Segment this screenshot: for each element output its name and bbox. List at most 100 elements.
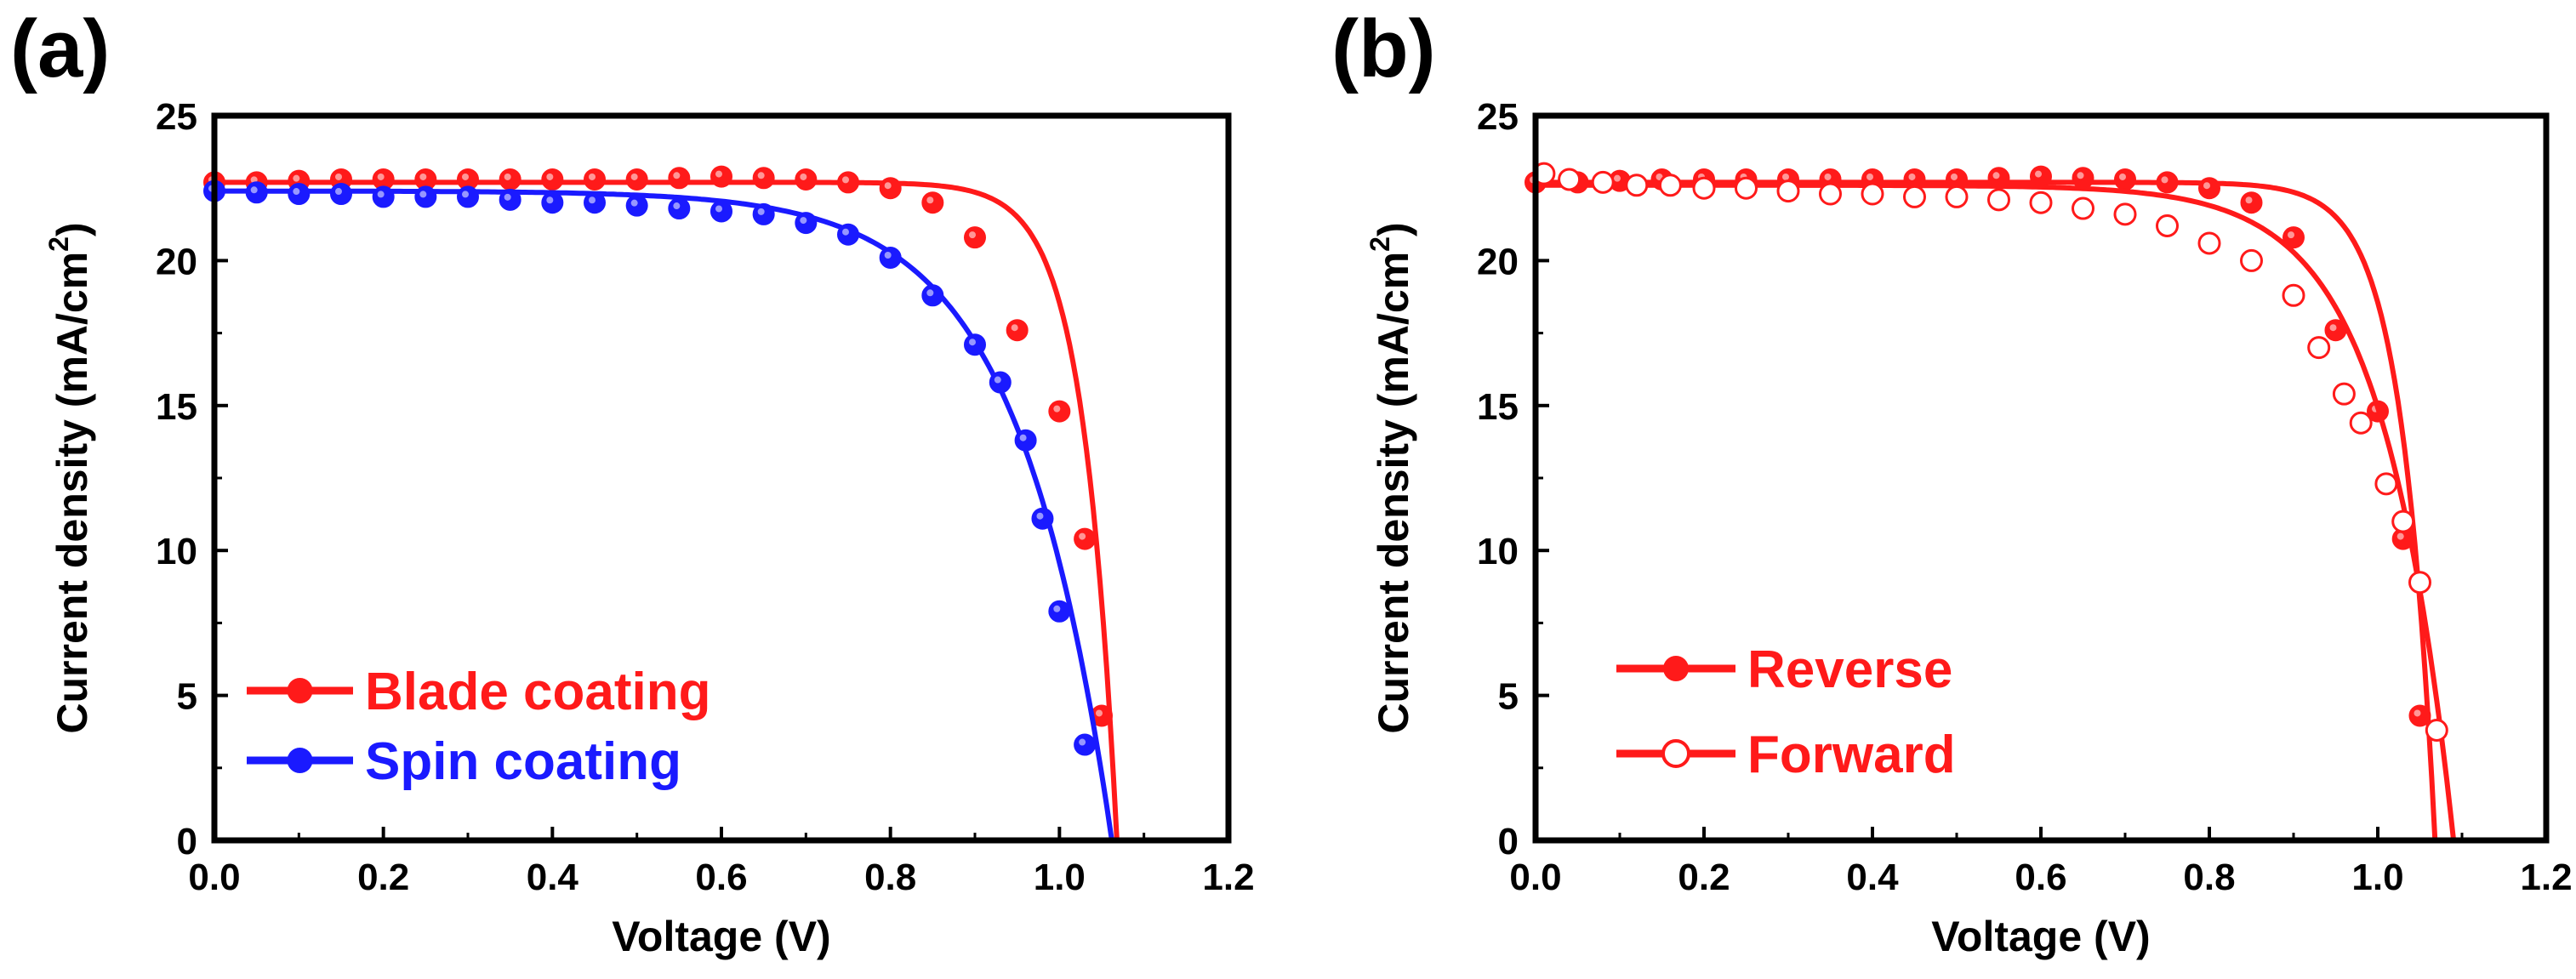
legend-label: Spin coating <box>365 732 681 791</box>
data-point <box>1625 174 1649 197</box>
data-point <box>2408 704 2431 727</box>
y-tick-label: 10 <box>156 531 197 572</box>
chart-panel-a: (a) 0.0 0.2 0.4 0.6 0.8 1.0 1.2 0 5 10 15 20 25 Voltag… <box>10 3 1255 960</box>
series-line <box>1536 179 2438 841</box>
x-tick-label: 1.2 <box>2520 857 2572 898</box>
y-tick-label: 25 <box>156 96 197 138</box>
x-tick-label: 0.6 <box>2015 857 2066 898</box>
data-point <box>2282 283 2305 307</box>
data-point <box>1735 176 1758 200</box>
series-line <box>214 188 1114 841</box>
data-point <box>2282 226 2305 249</box>
data-point <box>2391 509 2415 533</box>
data-point <box>2113 202 2137 226</box>
data-point <box>584 191 606 214</box>
data-point-highlight <box>673 172 681 179</box>
data-point <box>752 167 775 190</box>
legend-marker <box>1663 656 1689 681</box>
data-point <box>2240 191 2263 214</box>
data-point <box>1692 176 1716 200</box>
y-tick-label: 10 <box>1477 531 1519 572</box>
legend-label: Reverse <box>1747 640 1952 699</box>
data-point-highlight <box>1079 532 1086 540</box>
data-point <box>1861 182 1884 206</box>
data-point-highlight <box>293 188 300 196</box>
y-tick-label: 5 <box>1498 676 1519 718</box>
y-axis-title-main: Current density (mA/cm <box>48 252 96 734</box>
data-point-highlight <box>546 173 554 180</box>
legend: Blade coating Spin coating <box>247 663 711 791</box>
y-axis-title: Current density (mA/cm2) <box>1365 222 1417 733</box>
legend-label: Forward <box>1747 726 1956 784</box>
data-point-highlight <box>504 193 511 201</box>
x-tick-label: 1.0 <box>1034 857 1086 898</box>
y-tick-label: 15 <box>156 386 197 428</box>
legend-marker <box>287 748 313 773</box>
data-point-highlight <box>2245 196 2253 204</box>
data-point <box>1591 170 1615 194</box>
data-point <box>457 185 479 208</box>
data-point <box>1819 182 1842 206</box>
data-point <box>2374 472 2398 496</box>
data-point <box>541 191 564 214</box>
data-point-highlight <box>1866 173 1873 180</box>
data-point <box>2156 214 2179 238</box>
data-point-highlight <box>1053 605 1061 612</box>
x-tick-label: 0.8 <box>2183 857 2235 898</box>
x-tick-label: 0.4 <box>527 857 579 898</box>
x-tick-label: 1.2 <box>1202 857 1254 898</box>
data-point <box>2408 571 2431 595</box>
data-point-highlight <box>2396 532 2404 540</box>
y-axis-title: Current density (mA/cm2) <box>43 222 96 733</box>
data-point-highlight <box>842 176 849 184</box>
data-point-highlight <box>2161 176 2169 184</box>
data-point <box>668 197 691 220</box>
data-point <box>2349 411 2373 435</box>
x-tick-label: 0.0 <box>1509 857 1561 898</box>
data-point-highlight <box>589 173 596 180</box>
y-tick-label: 15 <box>1477 386 1519 428</box>
data-point-highlight <box>800 217 807 225</box>
data-point-highlight <box>1096 709 1103 717</box>
data-point <box>921 284 944 307</box>
data-point <box>330 183 352 206</box>
x-axis-title: Voltage (V) <box>612 913 830 960</box>
data-point <box>710 165 732 188</box>
chart-panel-b: (b) 0.0 0.2 0.4 0.6 0.8 1.0 1.2 0 5 10 15 20 25 Voltag… <box>1331 3 2573 960</box>
data-point <box>2029 191 2053 214</box>
data-point-highlight <box>293 174 300 182</box>
data-point-highlight <box>504 173 511 180</box>
y-tick-label: 20 <box>156 241 197 282</box>
data-point-highlight <box>884 251 892 259</box>
data-point-highlight <box>419 173 427 180</box>
data-point-highlight <box>1951 173 1958 180</box>
data-point <box>625 194 648 217</box>
data-point <box>879 246 902 269</box>
y-axis-title-main: Current density (mA/cm <box>1370 252 1417 734</box>
data-point <box>2072 167 2094 190</box>
x-tick-label: 1.0 <box>2351 857 2403 898</box>
y-tick-label: 0 <box>1498 821 1519 862</box>
data-point-highlight <box>630 199 638 207</box>
data-point <box>1945 185 1969 208</box>
data-point-highlight <box>800 173 807 180</box>
series-blade-coating <box>203 165 1120 841</box>
data-point <box>837 171 859 194</box>
data-point-highlight <box>2288 231 2294 239</box>
y-axis-title-close: ) <box>48 222 96 236</box>
data-point <box>710 200 732 223</box>
data-point-highlight <box>1011 324 1018 332</box>
x-tick-label: 0.6 <box>695 857 747 898</box>
data-point-highlight <box>377 173 385 180</box>
data-point <box>668 167 691 190</box>
data-point-highlight <box>1992 172 2000 179</box>
data-point <box>2197 231 2221 255</box>
data-point-highlight <box>969 231 976 239</box>
data-point <box>921 191 944 214</box>
data-point <box>964 333 986 356</box>
y-axis-title-close: ) <box>1370 222 1417 236</box>
data-point <box>989 371 1012 394</box>
data-point <box>795 212 818 235</box>
data-point <box>1074 733 1097 756</box>
data-point <box>414 185 437 208</box>
